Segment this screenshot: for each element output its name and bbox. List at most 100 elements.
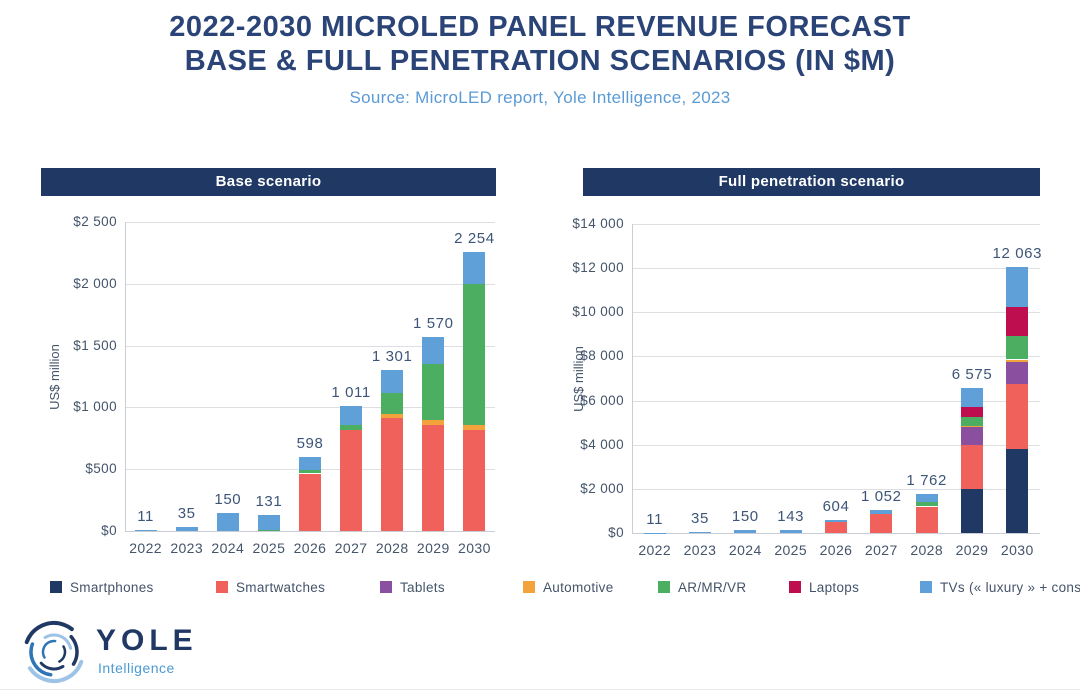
page-title: 2022-2030 MICROLED PANEL REVENUE FORECAS… bbox=[0, 10, 1080, 78]
bar-segment-ar-mr-vr bbox=[381, 393, 404, 414]
x-tick-label: 2024 bbox=[728, 542, 762, 558]
gridline bbox=[632, 268, 1040, 270]
page-title-line1: 2022-2030 MICROLED PANEL REVENUE FORECAS… bbox=[169, 11, 911, 43]
bar-segment-tvs-luxury-consumer bbox=[734, 529, 757, 533]
logo-brand-text: YOLE bbox=[96, 624, 198, 657]
y-tick-label: $6 000 bbox=[580, 392, 624, 408]
bar-segment-automotive bbox=[463, 424, 486, 430]
bar-segment-laptops bbox=[961, 407, 983, 417]
gridline bbox=[125, 283, 495, 285]
x-axis-line bbox=[632, 533, 1040, 534]
bar-segment-tvs-luxury-consumer bbox=[257, 514, 280, 530]
x-tick-label: 2028 bbox=[910, 542, 944, 558]
y-tick-label: $12 000 bbox=[572, 260, 624, 276]
bar-segment-ar-mr-vr bbox=[1006, 335, 1029, 360]
bar-segment-ar-mr-vr bbox=[299, 470, 321, 474]
x-tick-label: 2027 bbox=[334, 540, 368, 556]
bar-total-label: 2 254 bbox=[454, 230, 495, 248]
full-penetration-header: Full penetration scenario bbox=[583, 168, 1040, 196]
gridline bbox=[125, 345, 495, 347]
base-scenario-header: Base scenario bbox=[41, 168, 496, 196]
x-tick-label: 2022 bbox=[638, 542, 672, 558]
bar-total-label: 11 bbox=[137, 507, 154, 525]
bar-total-label: 35 bbox=[177, 504, 196, 522]
bar-total-label: 150 bbox=[214, 490, 242, 508]
bar-segment-smartwatches bbox=[381, 417, 404, 531]
bar-segment-tvs-luxury-consumer bbox=[175, 526, 198, 531]
y-axis-title: US$ million bbox=[47, 343, 62, 410]
y-tick-label: $2 000 bbox=[580, 480, 624, 496]
x-tick-label: 2026 bbox=[293, 540, 327, 556]
x-tick-label: 2029 bbox=[955, 542, 989, 558]
legend-swatch-laptops bbox=[789, 581, 801, 593]
bar-total-label: 1 011 bbox=[331, 384, 371, 401]
x-tick-label: 2023 bbox=[170, 540, 204, 556]
y-tick-label: $2 500 bbox=[73, 214, 117, 229]
chart-legend: Smartphones Smartwatches Tablets Automotive… bbox=[0, 579, 1080, 601]
legend-swatch-tvs-luxury-consumer bbox=[920, 581, 932, 593]
legend-label: Automotive bbox=[543, 580, 614, 595]
y-tick-label: $0 bbox=[608, 525, 624, 540]
bar-segment-ar-mr-vr bbox=[915, 502, 938, 507]
legend-label: Smartwatches bbox=[236, 580, 326, 595]
bar-total-label: 598 bbox=[296, 435, 324, 453]
legend-label: AR/MR/VR bbox=[678, 580, 747, 595]
legend-label: Smartphones bbox=[70, 580, 154, 595]
bar-segment-smartphones bbox=[1006, 448, 1029, 533]
x-tick-label: 2029 bbox=[416, 540, 450, 556]
bar-segment-tvs-luxury-consumer bbox=[381, 370, 404, 394]
legend-swatch-ar-mr-vr bbox=[658, 581, 670, 593]
bar-segment-tvs-luxury-consumer bbox=[961, 387, 983, 407]
bar-total-label: 35 bbox=[691, 510, 709, 528]
gridline bbox=[632, 224, 1040, 225]
bar-segment-tvs-luxury-consumer bbox=[689, 532, 711, 533]
bar-segment-tvs-luxury-consumer bbox=[915, 494, 938, 503]
bar-segment-ar-mr-vr bbox=[961, 416, 983, 427]
bar-segment-tvs-luxury-consumer bbox=[1006, 266, 1029, 307]
page-title-line2: BASE & FULL PENETRATION SCENARIOS (IN $M… bbox=[184, 45, 896, 77]
gridline bbox=[632, 444, 1040, 446]
y-tick-label: $0 bbox=[101, 523, 117, 538]
x-tick-label: 2025 bbox=[252, 540, 286, 556]
bar-segment-smartwatches bbox=[915, 506, 938, 533]
bar-segment-automotive bbox=[961, 426, 983, 428]
bar-total-label: 131 bbox=[255, 492, 283, 510]
y-axis-title: US$ million bbox=[571, 345, 586, 412]
legend-label: Tablets bbox=[400, 580, 445, 595]
legend-swatch-smartphones bbox=[50, 581, 62, 593]
bar-segment-smartwatches bbox=[340, 430, 363, 531]
base-scenario-chart: $0 $500 $1 000 $1 500 $2 000 $2 500 US$ millio… bbox=[40, 200, 496, 572]
bar-segment-tvs-luxury-consumer bbox=[643, 532, 666, 534]
bar-total-label: 143 bbox=[777, 507, 805, 525]
bar-segment-automotive bbox=[422, 419, 445, 425]
legend-swatch-smartwatches bbox=[216, 581, 228, 593]
full-penetration-chart: $0 $2 000 $4 000 $6 000 $8 000 $10 000 $12 000… bbox=[571, 200, 1041, 572]
bar-total-label: 604 bbox=[822, 497, 850, 515]
y-tick-label: $1 000 bbox=[73, 399, 117, 415]
y-tick-label: $4 000 bbox=[580, 436, 624, 452]
gridline bbox=[632, 400, 1040, 402]
bar-segment-smartwatches bbox=[961, 444, 983, 489]
legend-swatch-automotive bbox=[523, 581, 535, 593]
base-scenario-header-label: Base scenario bbox=[215, 173, 322, 190]
x-tick-label: 2030 bbox=[458, 540, 491, 556]
bar-segment-smartwatches bbox=[825, 522, 847, 533]
bottom-divider bbox=[0, 689, 1080, 690]
bar-segment-tvs-luxury-consumer bbox=[463, 252, 486, 284]
bar-segment-automotive bbox=[381, 413, 404, 418]
x-tick-label: 2026 bbox=[819, 542, 853, 558]
bar-segment-tvs-luxury-consumer bbox=[216, 512, 239, 531]
bar-segment-smartwatches bbox=[299, 473, 321, 531]
bar-segment-smartwatches bbox=[870, 513, 893, 533]
bar-segment-ar-mr-vr bbox=[463, 283, 486, 425]
x-tick-label: 2030 bbox=[1000, 542, 1034, 558]
x-tick-label: 2024 bbox=[211, 540, 245, 556]
bar-segment-tvs-luxury-consumer bbox=[422, 336, 445, 365]
y-axis-line bbox=[632, 224, 633, 533]
y-axis-line bbox=[125, 222, 126, 531]
y-tick-label: $14 000 bbox=[572, 216, 624, 231]
x-tick-label: 2028 bbox=[375, 540, 409, 556]
bar-segment-tvs-luxury-consumer bbox=[825, 519, 847, 523]
gridline bbox=[632, 488, 1040, 490]
